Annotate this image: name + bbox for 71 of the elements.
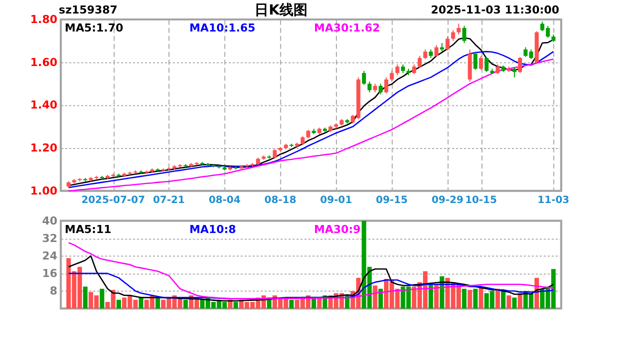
y-tick-label: 24 (42, 249, 58, 262)
y-tick-label: 8 (50, 284, 58, 298)
bar (83, 286, 88, 309)
bar (234, 302, 238, 309)
bar (434, 284, 439, 309)
candlestick (462, 25, 466, 44)
text: MA30:9 (314, 222, 361, 236)
y-tick-label: 40 (42, 214, 58, 228)
x-tick-label: 09-15 (376, 194, 408, 206)
candlestick (484, 56, 489, 72)
candlestick (456, 23, 461, 35)
bar (138, 298, 144, 309)
x-tick-label: 08-18 (264, 194, 296, 206)
bar (378, 288, 383, 309)
candlestick (418, 55, 422, 68)
text: 2025-11-03 11:30:00 (430, 3, 560, 16)
candlestick (368, 81, 372, 93)
bar (478, 286, 484, 309)
x-tick-label: 07-21 (152, 194, 185, 206)
candlestick (518, 56, 522, 74)
text: MA5:1.70 (64, 21, 124, 34)
y-tick-label: 1.20 (30, 142, 58, 155)
candlestick (473, 51, 478, 70)
y-tick-label: 1.00 (30, 184, 58, 198)
bar (289, 300, 294, 309)
text: MA30:1.62 (314, 21, 380, 34)
bar (183, 300, 188, 309)
bar (495, 288, 500, 309)
candlestick (390, 70, 394, 82)
line-series (68, 255, 554, 302)
candlestick (395, 64, 400, 76)
x-tick-label: 08-04 (208, 194, 241, 206)
candlestick (446, 36, 450, 52)
bar (156, 298, 160, 309)
y-tick-label: 1.40 (30, 98, 58, 112)
candlestick (451, 30, 456, 42)
text: MA5:11 (64, 222, 112, 236)
bar (512, 298, 517, 309)
bar (100, 288, 104, 309)
bar (506, 295, 512, 309)
candlestick (378, 83, 383, 95)
x-tick-label: 10-15 (465, 194, 497, 206)
bar (501, 290, 506, 309)
x-tick-label: 2025-07-07 (81, 194, 146, 206)
candlestick (423, 48, 428, 60)
bar (462, 288, 467, 309)
candlestick (478, 55, 483, 70)
x-tick-label: 11-03 (538, 194, 570, 206)
text: MA10:8 (189, 222, 236, 236)
candlestick (496, 64, 500, 75)
candlestick (272, 148, 277, 160)
bar (372, 285, 378, 309)
bar (317, 298, 322, 309)
line-series (68, 242, 554, 300)
bar (473, 288, 478, 309)
y-tick-label: 16 (42, 266, 58, 280)
x-tick-label: 09-29 (432, 194, 464, 206)
bar (468, 290, 472, 309)
candlestick (362, 70, 366, 86)
chart-title: 日K线图 (254, 2, 308, 18)
text: MA10:1.65 (189, 21, 256, 34)
candlestick (412, 64, 416, 75)
y-tick-label: 1.60 (30, 56, 58, 69)
bar (428, 284, 434, 309)
bar (116, 300, 121, 309)
candlestick (512, 67, 516, 78)
candlestick (434, 44, 438, 58)
y-tick-label: 32 (42, 232, 58, 245)
x-tick-label: 09-01 (320, 194, 352, 206)
y-tick-label: 1.80 (30, 12, 58, 26)
text: sz159387 (58, 3, 118, 16)
